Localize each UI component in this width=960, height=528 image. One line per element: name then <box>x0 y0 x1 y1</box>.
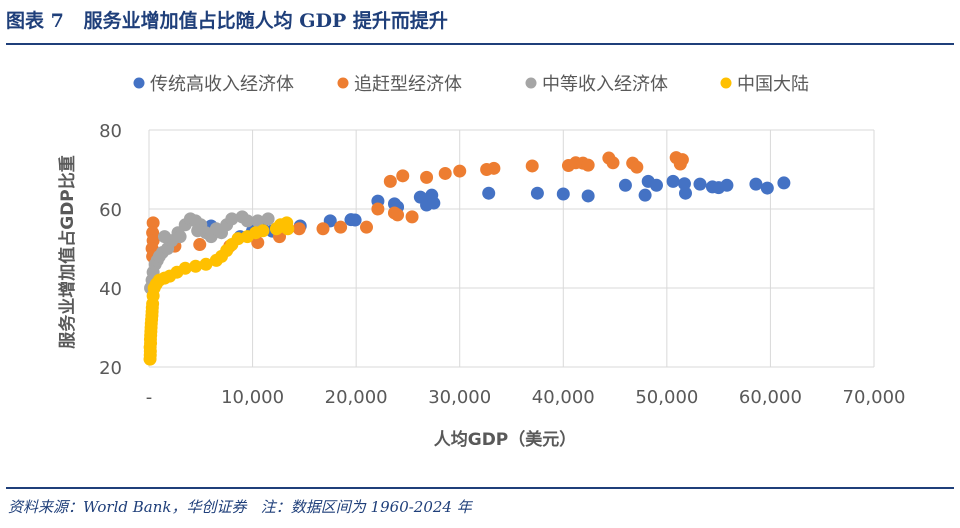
data-point <box>178 261 192 275</box>
data-point <box>199 257 213 271</box>
data-point <box>525 159 539 173</box>
data-point <box>777 176 791 190</box>
data-point <box>638 188 652 202</box>
x-tick-label: 70,000 <box>843 387 906 408</box>
x-tick-label: 40,000 <box>532 387 595 408</box>
data-point <box>371 202 385 216</box>
data-point <box>453 164 467 178</box>
legend-marker <box>337 77 349 89</box>
legend-label: 追赶型经济体 <box>354 74 462 95</box>
data-point <box>391 208 405 222</box>
y-tick-label: 20 <box>99 358 122 379</box>
data-point <box>240 214 254 228</box>
y-tick-label: 80 <box>99 121 122 142</box>
y-axis-label: 服务业增加值占GDP比重 <box>57 155 78 349</box>
data-point <box>396 169 410 183</box>
data-point <box>344 213 358 227</box>
x-tick-label: 20,000 <box>325 387 388 408</box>
data-point <box>191 224 205 238</box>
data-point <box>383 174 397 188</box>
data-point <box>487 161 501 175</box>
data-point <box>677 177 691 191</box>
data-point <box>251 214 265 228</box>
data-point <box>530 186 544 200</box>
data-point <box>261 212 275 226</box>
title-rule <box>6 43 954 45</box>
x-tick-label: - <box>146 387 153 408</box>
data-point <box>606 156 620 170</box>
data-point <box>420 170 434 184</box>
data-point <box>225 212 239 226</box>
data-point <box>556 187 570 201</box>
data-point <box>251 236 265 250</box>
data-point <box>189 259 203 273</box>
data-point <box>760 181 774 195</box>
data-point <box>173 230 187 244</box>
data-point <box>650 178 663 192</box>
data-point <box>630 160 644 174</box>
x-tick-label: 60,000 <box>739 387 802 408</box>
data-point <box>679 186 692 200</box>
data-point <box>720 178 734 192</box>
data-point <box>273 220 286 234</box>
figure-title: 图表 7 服务业增加值占比随人均 GDP 提升而提升 <box>6 10 448 32</box>
x-tick-label: 50,000 <box>635 387 698 408</box>
data-point <box>482 186 496 200</box>
data-point <box>256 224 270 238</box>
data-point <box>581 158 595 172</box>
y-tick-label: 60 <box>99 200 122 221</box>
footer-rule <box>6 487 954 489</box>
data-point <box>673 157 687 171</box>
x-tick-label: 30,000 <box>428 387 491 408</box>
y-tick-label: 40 <box>99 279 122 300</box>
x-tick-label: 10,000 <box>221 387 284 408</box>
data-point <box>581 189 595 203</box>
data-point <box>666 174 680 188</box>
data-point <box>405 210 419 224</box>
data-point <box>693 177 707 191</box>
legend-label: 中国大陆 <box>737 74 809 95</box>
data-point <box>209 222 223 236</box>
data-point <box>334 220 348 234</box>
data-point <box>193 238 207 252</box>
x-axis-label: 人均GDP（美元） <box>434 429 577 450</box>
data-point <box>360 220 373 234</box>
data-point <box>618 178 632 192</box>
legend-label: 传统高收入经济体 <box>150 74 294 95</box>
data-point <box>316 222 330 236</box>
data-point <box>749 177 763 191</box>
data-point <box>158 230 172 244</box>
data-point <box>292 222 306 236</box>
legend-marker <box>133 77 145 89</box>
legend-marker <box>720 77 732 89</box>
legend-marker <box>525 77 537 89</box>
data-point <box>146 216 160 230</box>
data-point <box>427 196 441 210</box>
source-note: 资料来源：World Bank，华创证券 注：数据区间为 1960-2024 年 <box>8 498 472 516</box>
data-point <box>438 166 452 180</box>
legend-label: 中等收入经济体 <box>542 74 668 95</box>
